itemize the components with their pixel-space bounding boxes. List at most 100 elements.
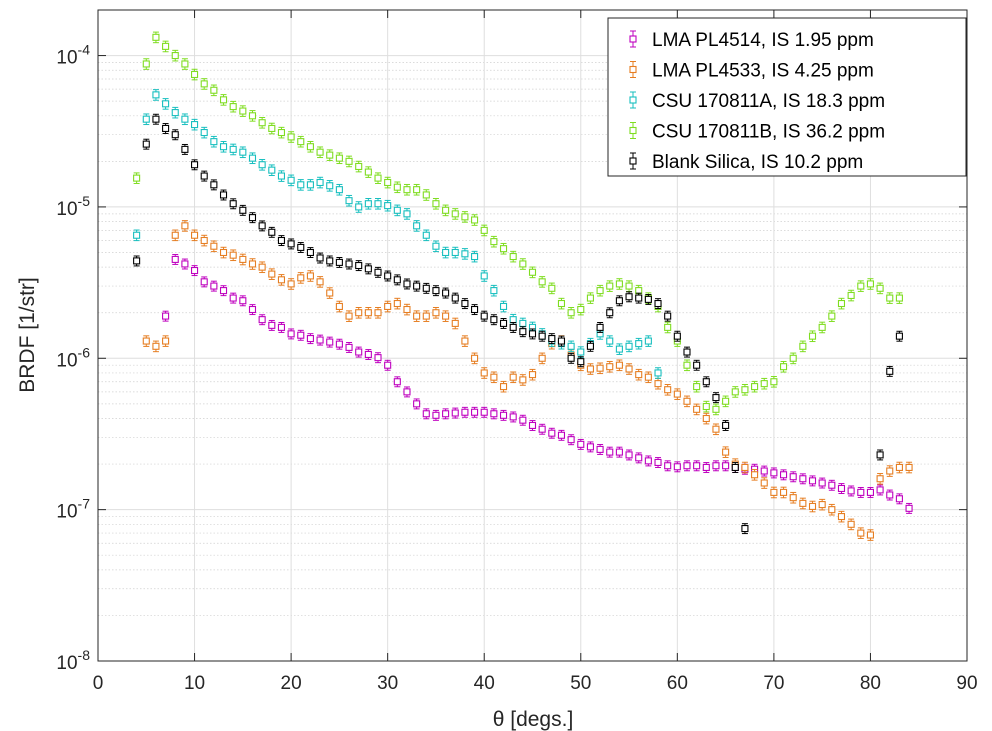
marker: [461, 408, 469, 416]
legend-box: [607, 17, 967, 177]
marker: [606, 363, 614, 371]
data-point: [586, 292, 594, 304]
series-3: [133, 31, 903, 416]
data-point: [509, 411, 517, 423]
marker: [837, 513, 846, 521]
data-point: [239, 146, 247, 159]
data-point: [876, 473, 884, 485]
data-point: [191, 229, 199, 242]
data-point: [219, 189, 228, 201]
marker: [499, 383, 508, 391]
data-point: [451, 208, 459, 220]
legend-label: LMA PL4514, IS 1.95 ppm: [652, 30, 874, 51]
marker: [413, 312, 421, 320]
marker: [364, 350, 372, 359]
data-point: [181, 258, 189, 270]
marker: [239, 148, 247, 156]
data-point: [702, 462, 710, 473]
data-point: [577, 356, 585, 368]
marker: [799, 475, 807, 483]
marker: [538, 278, 546, 286]
data-point: [442, 246, 450, 259]
marker: [258, 316, 266, 324]
marker: [451, 210, 459, 218]
data-point: [200, 126, 208, 139]
marker: [403, 186, 411, 194]
marker: [268, 166, 276, 174]
marker: [751, 383, 759, 391]
data-point: [538, 423, 546, 435]
data-point: [345, 342, 353, 353]
marker: [480, 226, 488, 234]
marker: [586, 443, 594, 451]
marker: [171, 52, 179, 60]
data-point: [799, 340, 807, 353]
data-point: [905, 461, 913, 474]
data-point: [171, 254, 179, 265]
marker: [866, 531, 874, 539]
marker: [142, 337, 150, 345]
data-point: [364, 307, 372, 319]
marker: [490, 238, 498, 246]
data-point: [162, 335, 170, 347]
data-point: [557, 297, 566, 310]
x-tick-label: 60: [667, 673, 688, 694]
data-point: [355, 260, 363, 272]
data-point: [432, 285, 440, 297]
x-tick-label: 20: [281, 673, 302, 694]
marker: [528, 421, 537, 429]
marker: [625, 342, 633, 350]
marker: [606, 448, 614, 456]
marker: [615, 448, 623, 456]
data-point: [625, 449, 633, 461]
y-tick-labels: 10-810-710-610-510-4: [56, 42, 90, 674]
marker: [615, 361, 623, 369]
data-point: [461, 248, 469, 260]
y-tick-label: 10-4: [56, 42, 90, 69]
marker: [635, 294, 643, 302]
marker: [722, 462, 730, 470]
marker: [413, 282, 421, 290]
marker: [664, 386, 672, 394]
marker: [432, 411, 440, 419]
marker: [557, 431, 566, 439]
data-point: [297, 329, 305, 341]
marker: [239, 297, 247, 305]
marker: [200, 129, 208, 137]
data-point: [596, 284, 604, 297]
series-4: [133, 113, 903, 535]
marker: [258, 222, 266, 230]
marker: [355, 162, 363, 171]
data-point: [200, 276, 208, 288]
marker: [268, 228, 276, 236]
marker: [519, 416, 527, 424]
marker: [480, 369, 488, 377]
marker: [519, 376, 527, 384]
data-point: [499, 318, 508, 329]
marker: [635, 340, 643, 348]
data-point: [229, 292, 237, 304]
marker: [384, 361, 392, 369]
data-point: [606, 335, 614, 347]
data-point: [355, 160, 363, 173]
marker: [471, 354, 479, 362]
marker: [625, 282, 633, 290]
data-point: [287, 174, 295, 187]
marker: [297, 181, 305, 189]
data-point: [335, 300, 343, 313]
legend: LMA PL4514, IS 1.95 ppm LMA PL4533, IS 4.…: [607, 17, 967, 177]
marker: [886, 491, 894, 499]
marker: [818, 479, 826, 487]
marker: [181, 60, 189, 68]
data-point: [229, 198, 237, 210]
data-point: [248, 152, 257, 165]
marker: [567, 354, 575, 362]
marker: [606, 282, 614, 290]
data-point: [548, 333, 556, 345]
marker: [471, 216, 479, 224]
marker: [509, 323, 517, 331]
marker: [837, 484, 846, 493]
data-point: [895, 330, 903, 342]
data-point: [471, 352, 479, 365]
marker: [277, 323, 286, 331]
